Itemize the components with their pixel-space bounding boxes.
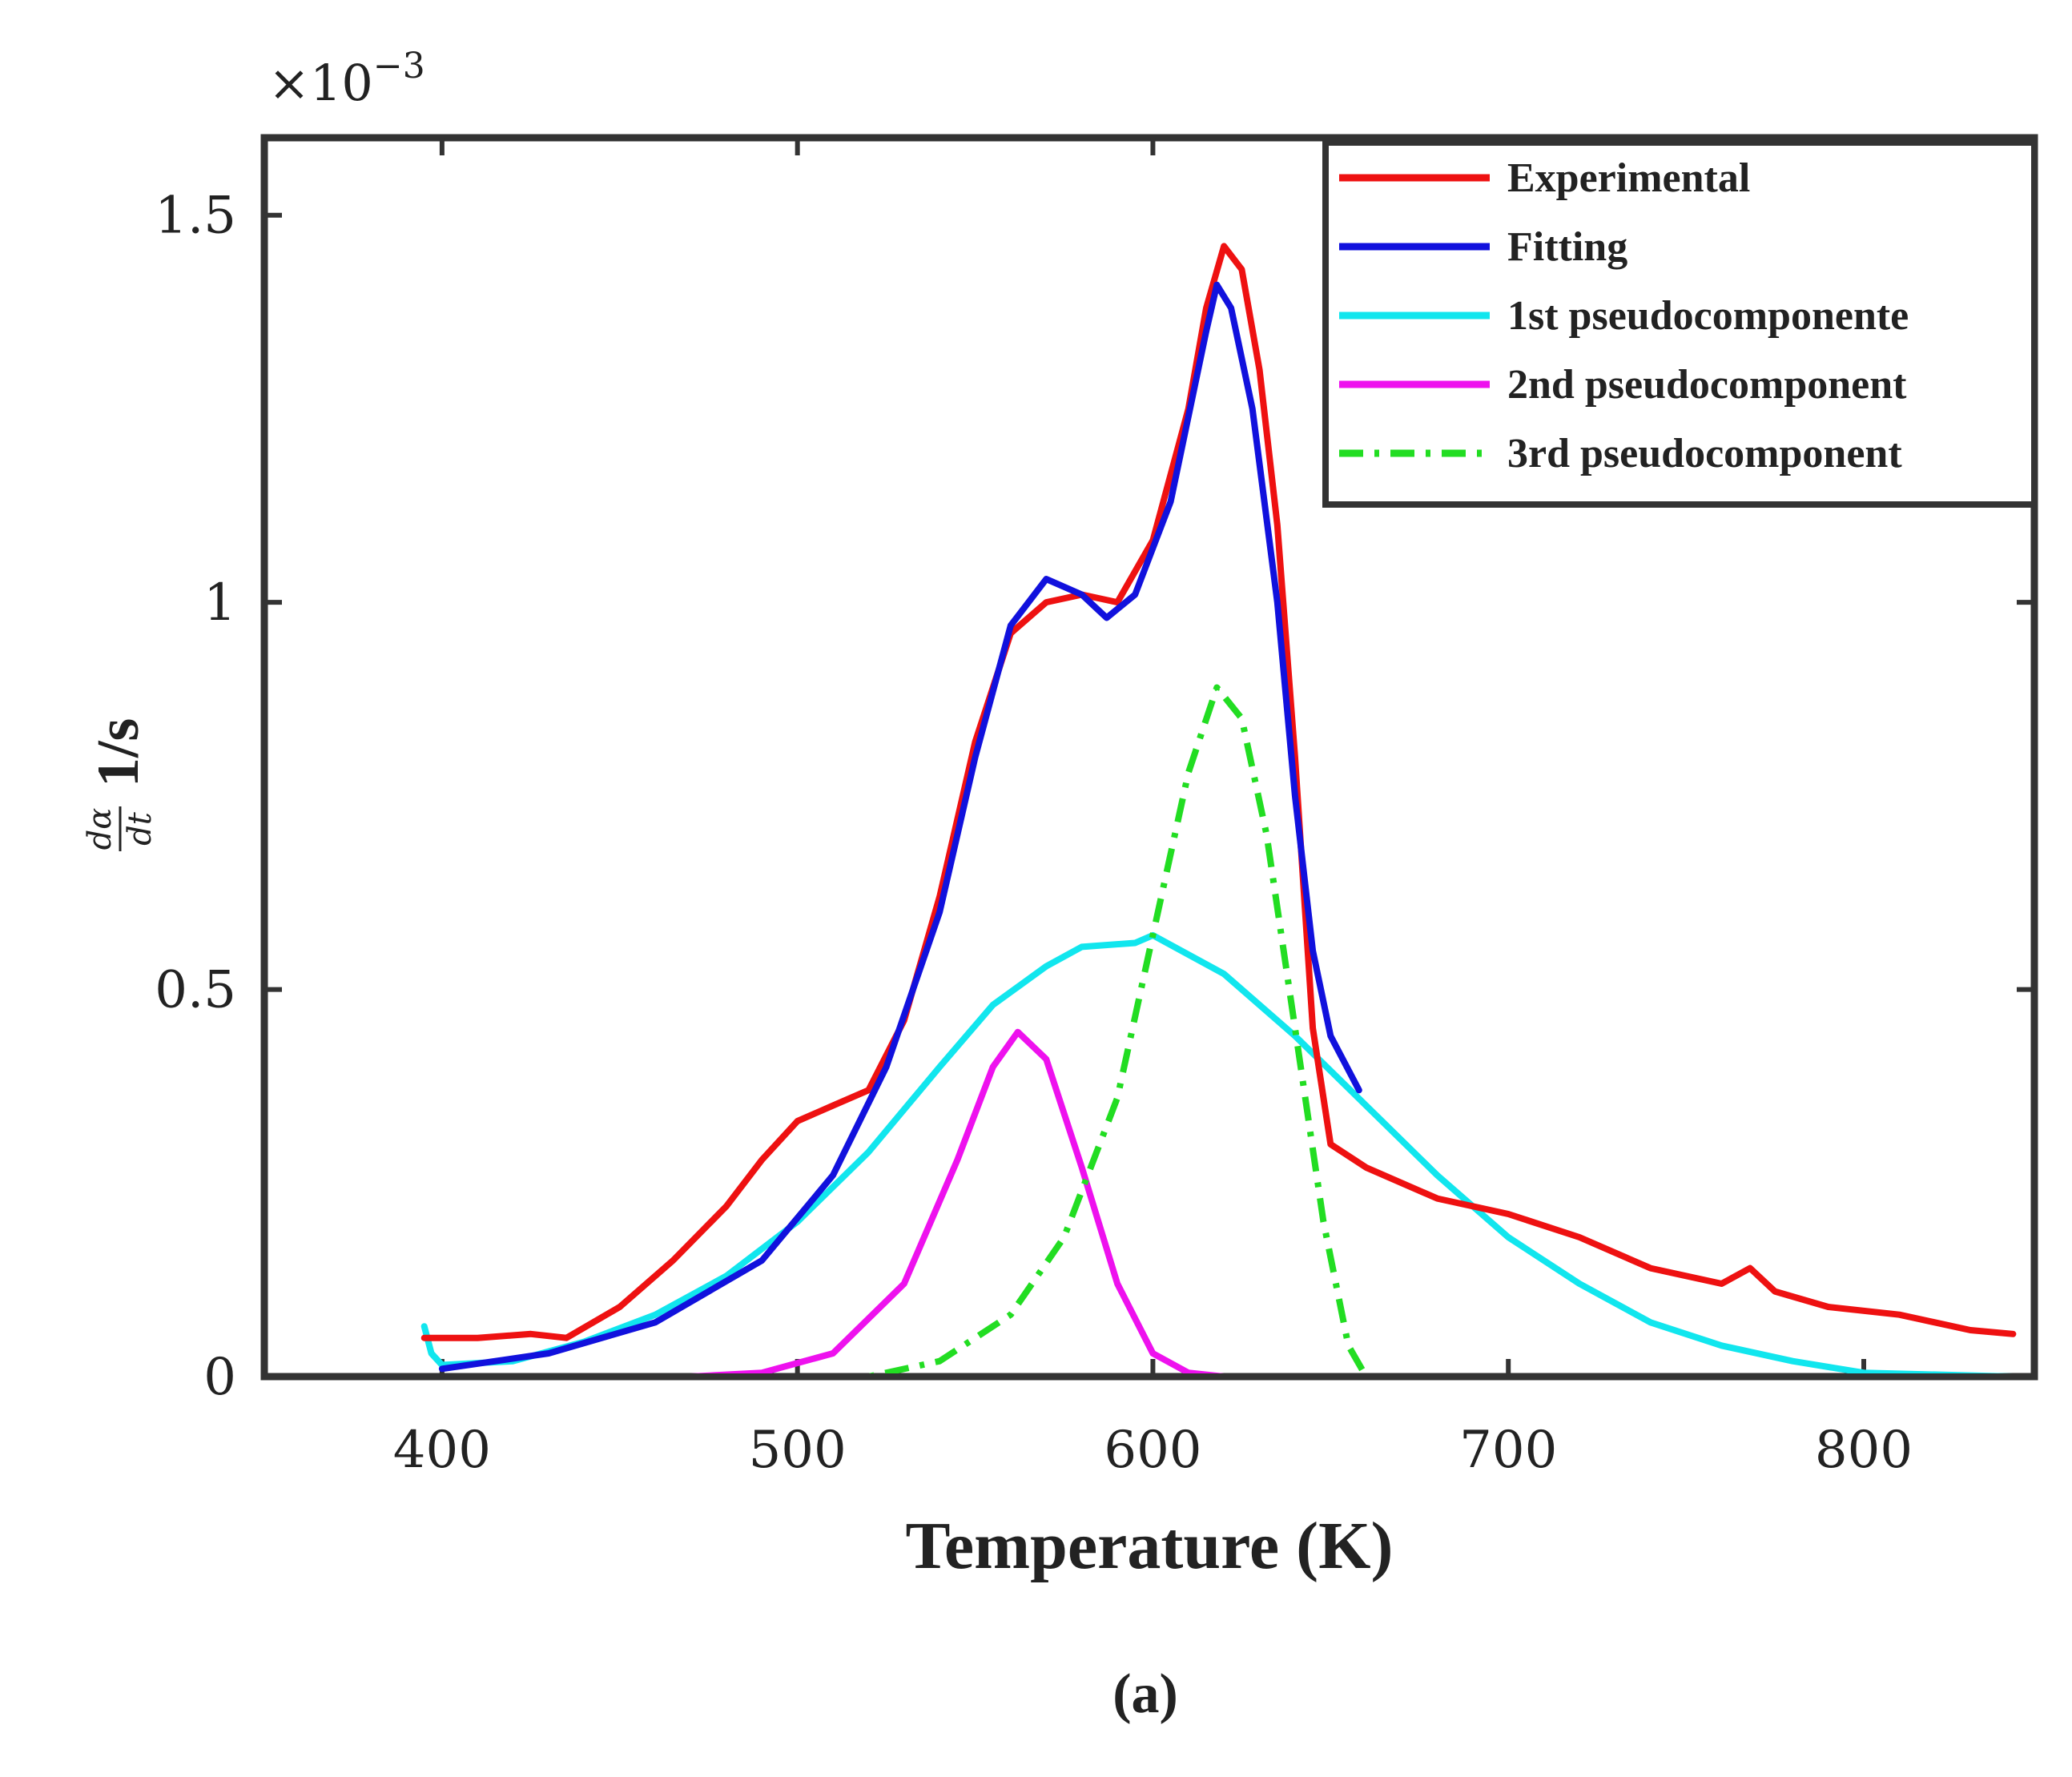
x-tick-label: 400 (393, 1421, 491, 1480)
x-tick-label: 500 (749, 1421, 847, 1480)
x-tick-label: 700 (1459, 1421, 1557, 1480)
legend-label: 2nd pseudocomponent (1507, 362, 1907, 408)
series-line-fitting (438, 281, 1362, 1373)
y-axis-title: dα dt 1/s (82, 718, 159, 851)
legend: Experimental Fitting 1st pseudocomponente 2… (1322, 139, 2038, 508)
legend-label: Experimental (1507, 155, 1750, 201)
x-tick-label: 800 (1815, 1421, 1913, 1480)
x-tick-label: 600 (1104, 1421, 1201, 1480)
x-axis-title: Temperature (K) (906, 1509, 1394, 1583)
tick-label-group: 400 500 600 700 800 0 0.5 1 1.5 (155, 187, 1913, 1480)
legend-label: 3rd pseudocomponent (1507, 431, 1902, 476)
y-tick-label: 1 (203, 573, 236, 633)
y-exponent: ×10−3 (268, 46, 425, 112)
plot-area-frame (260, 134, 2038, 1381)
series-line-2nd-pseudocomponent (424, 1028, 2014, 1373)
y-axis-title-denominator: dt (122, 811, 159, 846)
y-axis-title-units: 1/s (86, 718, 151, 787)
y-tick-label: 0 (203, 1348, 236, 1407)
legend-box (1322, 139, 2038, 508)
series-layer (420, 243, 2017, 1373)
y-tick-label: 1.5 (155, 187, 236, 246)
figure-caption: (a) (1112, 1663, 1178, 1725)
series-line-3rd-pseudocomponent (424, 684, 2014, 1373)
legend-items: Experimental Fitting 1st pseudocomponente 2… (1339, 155, 1909, 476)
y-axis-title-numerator: dα (82, 808, 119, 850)
legend-label: Fitting (1507, 224, 1627, 270)
y-tick-label: 0.5 (155, 961, 236, 1020)
legend-label: 1st pseudocomponente (1507, 293, 1909, 339)
